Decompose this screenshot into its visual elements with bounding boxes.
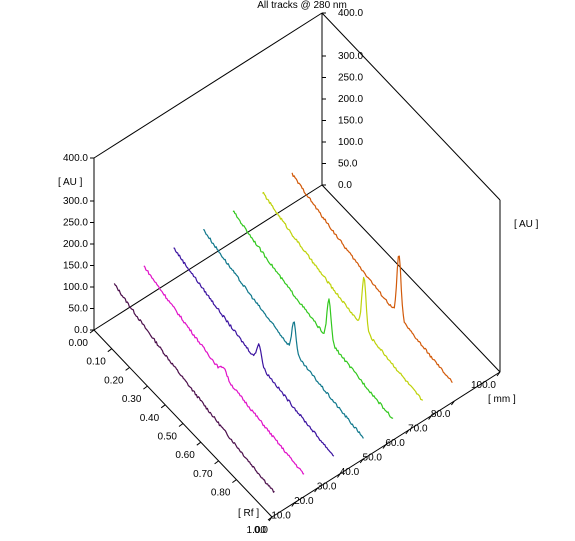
rf-tick — [178, 423, 184, 427]
mm-axis-label: [ mm ] — [488, 394, 516, 405]
track-trace — [113, 283, 275, 493]
right-y-tick-label: 50.0 — [338, 159, 358, 170]
mm-tick — [268, 516, 273, 522]
mm-tick — [496, 371, 501, 377]
right-y-tick-label: 400.0 — [338, 8, 363, 19]
mm-tick — [336, 473, 341, 478]
mm-tick — [450, 400, 455, 406]
chart-frame — [93, 12, 501, 518]
mm-tick-label: 100.0 — [471, 380, 496, 391]
rf-tick — [196, 441, 202, 446]
left-y-tick-label: 200.0 — [63, 239, 88, 250]
left-y-tick-label: 400.0 — [63, 153, 88, 164]
right-y-tick-label: 100.0 — [338, 137, 363, 148]
rf-tick-label: 0.00 — [69, 338, 89, 349]
rf-tick-label: 0.40 — [140, 413, 160, 424]
track-trace — [203, 229, 364, 439]
side-bottom-edge — [321, 184, 501, 373]
rf-tick-label: 0.30 — [122, 394, 142, 405]
back-top-edge-right — [321, 12, 501, 201]
mm-tick-label: 20.0 — [294, 496, 314, 507]
track-trace — [291, 172, 453, 384]
rf-tick-label: 0.20 — [104, 375, 124, 386]
rf-tick — [160, 404, 166, 409]
track-trace — [232, 210, 394, 419]
right-y-tick-label: 150.0 — [338, 116, 363, 127]
left-y-tick-label: 50.0 — [69, 304, 89, 315]
rf-tick-label: 0.70 — [193, 469, 213, 480]
rf-tick — [125, 366, 130, 371]
left-y-tick-label: 300.0 — [63, 196, 88, 207]
rf-tick-label: 0.60 — [175, 450, 195, 461]
rf-tick — [107, 348, 113, 353]
right-y-tick-label: 0.0 — [338, 180, 352, 191]
right-y-tick-label: 200.0 — [338, 94, 363, 105]
mm-tick — [314, 487, 319, 493]
mm-tick — [405, 429, 410, 435]
right-y-axis-label: [ AU ] — [514, 219, 539, 230]
chart-title: All tracks @ 280 nm — [257, 0, 347, 11]
rf-tick-label: 0.80 — [211, 488, 231, 499]
mm-tick-label: 30.0 — [317, 482, 337, 493]
rf-axis-label: [ Rf ] — [238, 508, 259, 519]
left-y-tick-label: 100.0 — [63, 282, 88, 293]
track-trace — [173, 247, 335, 457]
mm-tick — [428, 415, 433, 420]
mm-tick-label: 0.0 — [254, 525, 268, 536]
mm-tick — [382, 444, 387, 449]
left-y-tick-label: 250.0 — [63, 218, 88, 229]
mm-tick-label: 60.0 — [385, 438, 405, 449]
mm-tick-label: 70.0 — [408, 424, 428, 435]
track-traces — [113, 172, 453, 493]
rf-tick-label: 1.00 — [247, 525, 267, 536]
mm-tick-label: 10.0 — [271, 511, 291, 522]
rf-tick — [89, 329, 95, 334]
rf-tick-label: 0.50 — [158, 432, 178, 443]
mm-tick — [359, 458, 364, 464]
mm-tick-label: 50.0 — [363, 453, 383, 464]
mm-tick-label: 80.0 — [431, 409, 451, 420]
mm-tick-label: 40.0 — [340, 467, 360, 478]
left-y-tick-label: 0.0 — [74, 325, 88, 336]
left-y-axis-label: [ AU ] — [58, 177, 83, 188]
rf-tick — [214, 460, 219, 465]
rf-tick — [232, 479, 237, 484]
left-y-tick-label: 150.0 — [63, 261, 88, 272]
back-top-edge-left — [93, 12, 323, 159]
right-y-tick-label: 250.0 — [338, 73, 363, 84]
track-trace — [262, 191, 424, 401]
back-bottom-edge — [93, 184, 323, 331]
axis-ticks: 0.0 0.0 50.0 50.0 100.0 100.0 150.0 150.0 200.0 2… — [63, 8, 501, 536]
track-trace — [143, 265, 305, 475]
rf-tick — [143, 385, 148, 390]
mm-tick — [291, 502, 296, 507]
right-y-tick-label: 300.0 — [338, 51, 363, 62]
rf-tick-label: 0.10 — [86, 357, 106, 368]
